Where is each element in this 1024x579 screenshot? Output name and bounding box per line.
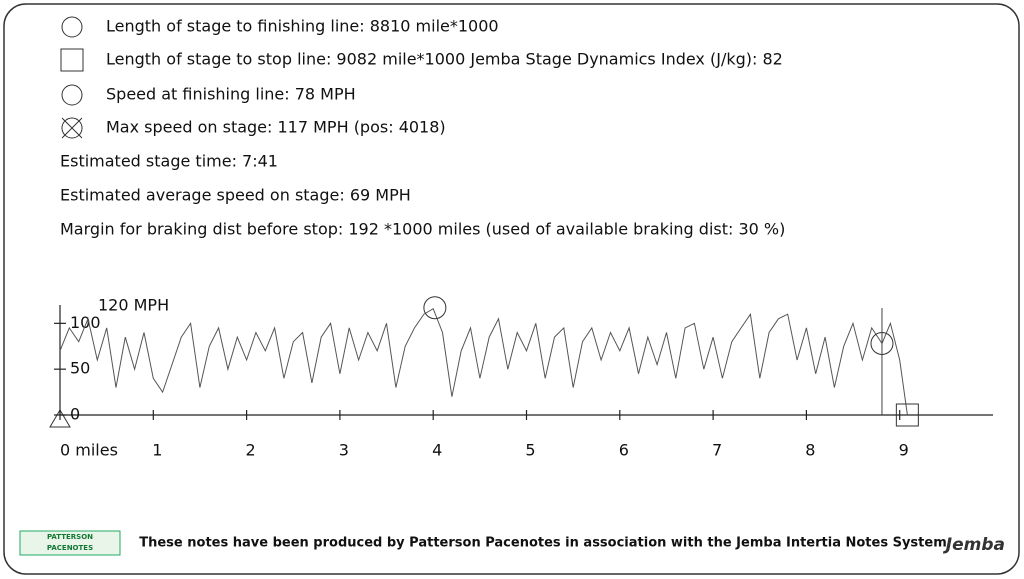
- x-tick-label: 4: [432, 441, 442, 460]
- max-marker: [423, 296, 447, 320]
- x-tick-label: 8: [805, 441, 815, 460]
- icon-max: [61, 117, 83, 139]
- icon-square: [60, 48, 84, 72]
- x-tick-label: 7: [712, 441, 722, 460]
- y-axis-label: 120 MPH: [98, 296, 169, 315]
- x-tick-label: 3: [339, 441, 349, 460]
- info-line: Max speed on stage: 117 MPH (pos: 4018): [106, 118, 446, 137]
- icon-circle: [61, 84, 83, 106]
- info-line: Estimated stage time: 7:41: [60, 152, 278, 171]
- x-tick-label: 1: [152, 441, 162, 460]
- y-tick-label: 50: [70, 359, 90, 378]
- info-line: Margin for braking dist before stop: 192…: [60, 220, 785, 239]
- x-tick-label: 2: [246, 441, 256, 460]
- logo-text: PACENOTES: [47, 544, 93, 552]
- frame: [3, 3, 1020, 575]
- x-tick-label: 9: [899, 441, 909, 460]
- icon-cross: [61, 117, 83, 139]
- speed-line: [59, 307, 908, 416]
- info-line: Speed at finishing line: 78 MPH: [106, 85, 356, 104]
- y-tick-label: 0: [70, 405, 80, 424]
- logo-text: PATTERSON: [47, 533, 93, 541]
- logo-box: [19, 530, 121, 556]
- x-tick-label: 5: [525, 441, 535, 460]
- info-line: Length of stage to stop line: 9082 mile*…: [106, 50, 783, 69]
- info-line: Estimated average speed on stage: 69 MPH: [60, 186, 411, 205]
- origin-triangle: [49, 409, 71, 428]
- info-line: Length of stage to finishing line: 8810 …: [106, 17, 499, 36]
- logo-left: PATTERSON PACENOTES: [19, 530, 121, 556]
- x-tick-label: 0 miles: [60, 441, 118, 460]
- footer: These notes have been produced by Patter…: [139, 536, 947, 551]
- logo-right: Jemba: [943, 535, 1005, 555]
- y-tick-label: 100: [70, 313, 101, 332]
- finish-marker: [870, 332, 894, 355]
- x-tick-label: 6: [619, 441, 629, 460]
- stop-marker: [895, 403, 919, 427]
- icon-circle: [61, 16, 83, 38]
